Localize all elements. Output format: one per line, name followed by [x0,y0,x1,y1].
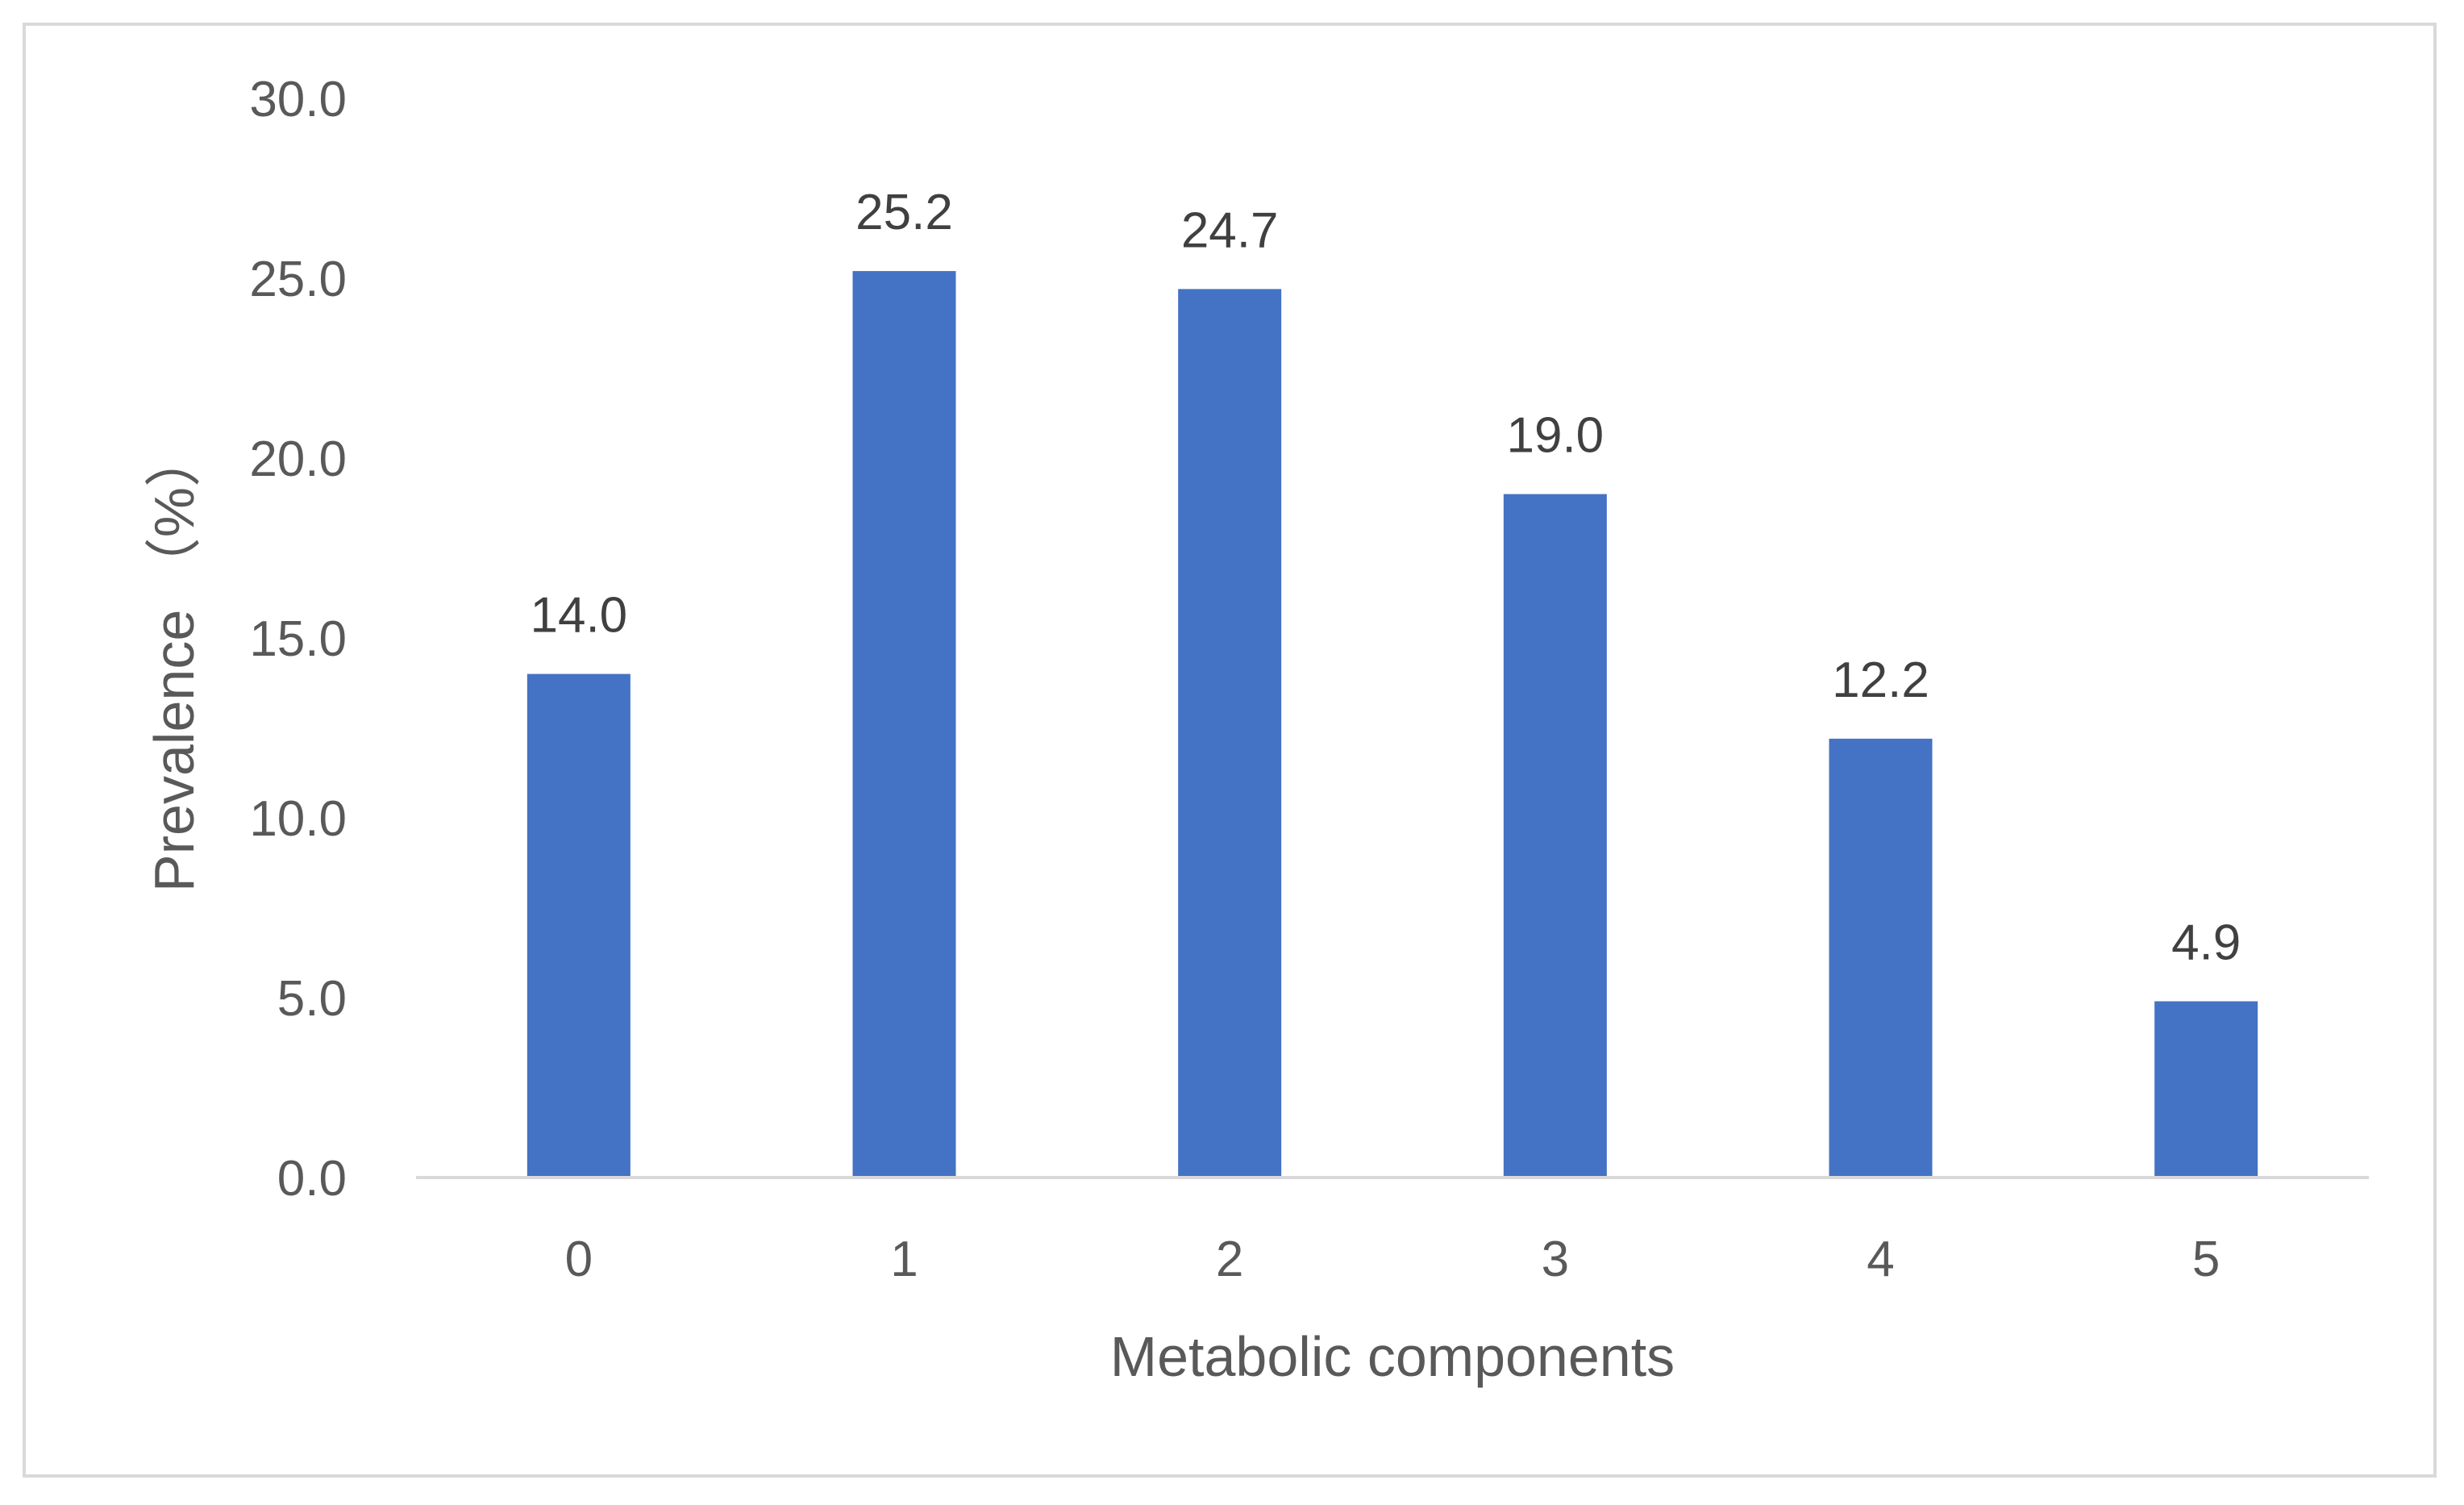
y-tick-label: 0.0 [277,1151,347,1207]
data-label: 14.0 [530,588,627,644]
x-tick-label: 4 [1867,1232,1894,1287]
bars [527,271,2258,1178]
bar [527,673,631,1178]
data-label: 19.0 [1506,408,1604,464]
x-tick-label: 3 [1542,1232,1569,1287]
x-tick-label: 0 [565,1232,593,1287]
x-tick-label: 2 [1216,1232,1243,1287]
x-axis-title: Metabolic components [1110,1325,1675,1388]
x-axis-ticks: 0 1 2 3 4 5 [565,1232,2221,1287]
y-tick-label: 5.0 [277,971,347,1027]
y-tick-label: 10.0 [249,791,347,847]
x-tick-label: 1 [890,1232,918,1287]
y-tick-label: 20.0 [249,431,347,487]
bar [852,271,956,1178]
data-labels: 14.0 25.2 24.7 19.0 12.2 4.9 [530,185,2241,970]
y-tick-label: 25.0 [249,252,347,307]
data-label: 4.9 [2171,915,2241,970]
y-tick-label: 30.0 [249,72,347,127]
data-label: 25.2 [855,185,953,240]
bar [1829,738,1933,1178]
y-tick-label: 15.0 [249,611,347,667]
data-label: 24.7 [1181,202,1279,258]
bar [2154,1001,2258,1178]
y-axis-ticks: 0.0 5.0 10.0 15.0 20.0 25.0 30.0 [249,72,347,1207]
data-label: 12.2 [1832,652,1929,708]
bar [1178,289,1282,1178]
x-tick-label: 5 [2192,1232,2220,1287]
bar [1503,494,1607,1178]
y-axis-title: Prevalence （%） [143,431,206,892]
